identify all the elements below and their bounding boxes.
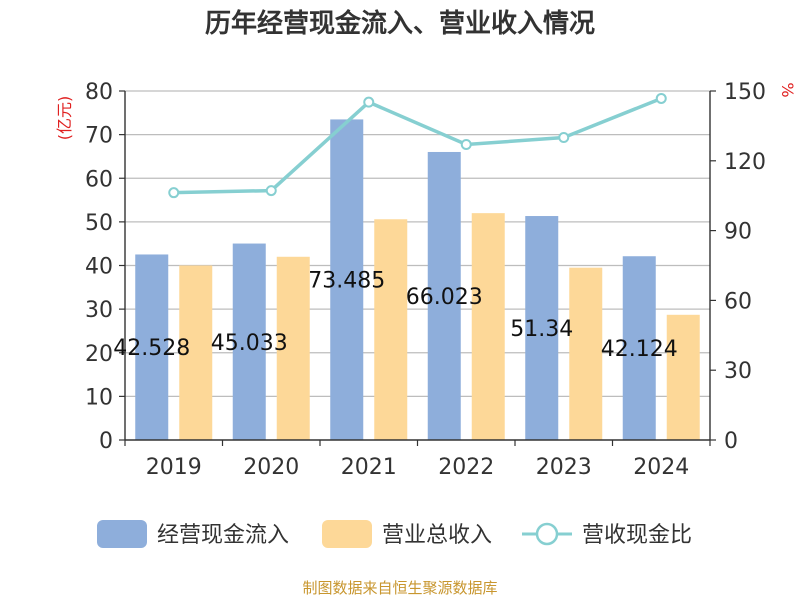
data-label-2023: 51.34 <box>510 317 573 342</box>
y-right-tick-label: 30 <box>724 359 752 384</box>
y-left-tick-label: 20 <box>85 342 113 367</box>
ratio-point-2023 <box>558 132 570 144</box>
bar-revenue-2021 <box>374 219 408 440</box>
bar-cash-inflow-2020 <box>232 243 266 440</box>
ratio-point-2019 <box>168 187 180 199</box>
ratio-line-path <box>173 96 662 195</box>
bar-cash-inflow-2021 <box>330 119 364 440</box>
x-tick-label: 2020 <box>243 455 299 480</box>
ratio-point-2021 <box>363 96 375 108</box>
axes: 0 10 20 30 40 50 60 70 80 0 30 60 90 120 150 2019 2020 20… <box>85 80 766 480</box>
y-right-tick-label: 60 <box>724 289 752 314</box>
legend: 经营现金流入 营业总收入 营收现金比 <box>97 520 692 548</box>
data-label-2019: 42.528 <box>113 336 190 361</box>
bar-cash-inflow-2022 <box>427 151 461 440</box>
legend-marker-ratio <box>535 522 559 546</box>
bar-revenue-2019 <box>179 265 213 440</box>
y-left-tick-label: 40 <box>85 255 113 280</box>
ratio-point-2024 <box>655 92 667 104</box>
chart-title: 历年经营现金流入、营业收入情况 <box>205 8 595 39</box>
legend-label-cash-inflow: 经营现金流入 <box>157 523 289 548</box>
bar-revenue-2022 <box>471 213 505 440</box>
y-right-tick-label: 120 <box>724 150 766 175</box>
data-label-2022: 66.023 <box>406 285 483 310</box>
ratio-point-2022 <box>460 139 472 151</box>
bar-revenue-2023 <box>569 267 603 440</box>
legend-swatch-revenue <box>322 520 372 548</box>
ratio-point-2020 <box>265 185 277 197</box>
grid <box>125 90 710 397</box>
data-labels: 42.528 45.033 73.485 66.023 51.34 42.124 <box>113 269 677 362</box>
source-note: 制图数据来自恒生聚源数据库 <box>302 579 497 597</box>
bar-cash-inflow-2024 <box>622 256 656 440</box>
y-right-axis-label: % <box>778 82 797 97</box>
x-tick-label: 2024 <box>633 455 689 480</box>
y-right-tick-label: 150 <box>724 80 766 105</box>
y-left-tick-label: 80 <box>85 80 113 105</box>
bar-revenue-2020 <box>276 256 310 440</box>
legend-label-revenue: 营业总收入 <box>382 523 492 548</box>
y-left-axis-label: (亿元) <box>55 96 74 141</box>
x-tick-label: 2023 <box>536 455 592 480</box>
y-left-tick-label: 70 <box>85 124 113 149</box>
y-right-tick-label: 0 <box>724 429 738 454</box>
y-left-tick-label: 30 <box>85 298 113 323</box>
bar-cash-inflow-2019 <box>135 254 169 440</box>
legend-swatch-cash-inflow <box>97 520 147 548</box>
bar-revenue-2024 <box>666 314 700 440</box>
data-label-2020: 45.033 <box>211 331 288 356</box>
bars <box>135 119 700 440</box>
ratio-line <box>168 92 667 199</box>
y-left-tick-label: 0 <box>99 429 113 454</box>
x-tick-label: 2019 <box>146 455 202 480</box>
data-label-2021: 73.485 <box>308 269 385 294</box>
legend-label-ratio: 营收现金比 <box>582 523 692 548</box>
x-tick-label: 2021 <box>341 455 397 480</box>
data-label-2024: 42.124 <box>601 337 678 362</box>
y-right-tick-label: 90 <box>724 220 752 245</box>
x-tick-label: 2022 <box>438 455 494 480</box>
y-left-tick-label: 60 <box>85 167 113 192</box>
y-left-tick-label: 50 <box>85 211 113 236</box>
y-left-tick-label: 10 <box>85 385 113 410</box>
bar-cash-inflow-2023 <box>525 216 559 440</box>
